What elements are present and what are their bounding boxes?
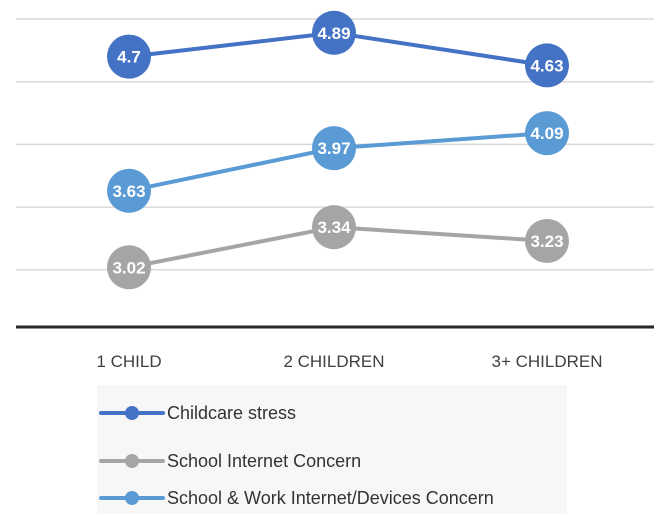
legend-marker-childcare-stress — [97, 406, 167, 420]
legend: Childcare stress School Internet Concern… — [97, 385, 567, 514]
legend-label-school-work-devices-concern: School & Work Internet/Devices Concern — [167, 487, 494, 508]
legend-item-childcare-stress: Childcare stress — [97, 398, 296, 428]
legend-item-school-work-devices-concern: School & Work Internet/Devices Concern — [97, 483, 494, 513]
series-1: 3.02 3.34 3.23 — [107, 205, 569, 290]
x-tick-label: 3+ CHILDREN — [491, 352, 602, 371]
legend-item-school-internet-concern: School Internet Concern — [97, 446, 361, 476]
legend-marker-school-work-devices-concern — [97, 491, 167, 505]
data-point — [312, 10, 356, 55]
data-label: 4.89 — [317, 24, 350, 43]
x-tick-label: 2 CHILDREN — [283, 352, 384, 371]
series-group: 4.7 4.89 4.63 3.02 3.34 3.23 3.63 3.97 4.09 — [107, 10, 569, 290]
line-chart: 1 CHILD 2 CHILDREN 3+ CHILDREN 4.7 4.89 4.63… — [16, 10, 654, 371]
data-label: 4.09 — [530, 124, 563, 143]
data-point — [525, 43, 569, 88]
x-tick-label: 1 CHILD — [96, 352, 161, 371]
data-point — [107, 168, 151, 213]
series-0: 4.7 4.89 4.63 — [107, 10, 569, 88]
x-tick-labels: 1 CHILD 2 CHILDREN 3+ CHILDREN — [96, 352, 602, 371]
data-point — [107, 245, 151, 290]
data-point — [107, 34, 151, 79]
data-label: 4.7 — [117, 48, 141, 67]
data-label: 3.23 — [530, 232, 563, 251]
legend-marker-school-internet-concern — [97, 454, 167, 468]
series-2: 3.63 3.97 4.09 — [107, 111, 569, 213]
data-label: 3.34 — [317, 218, 351, 237]
legend-label-school-internet-concern: School Internet Concern — [167, 450, 362, 471]
data-label: 3.63 — [112, 182, 145, 201]
data-label: 3.02 — [112, 258, 145, 277]
legend-label-childcare-stress: Childcare stress — [167, 402, 297, 423]
data-point — [312, 205, 356, 250]
data-point — [312, 126, 356, 171]
data-point — [525, 218, 569, 263]
data-label: 4.63 — [530, 56, 563, 75]
data-label: 3.97 — [317, 139, 350, 158]
data-point — [525, 111, 569, 156]
